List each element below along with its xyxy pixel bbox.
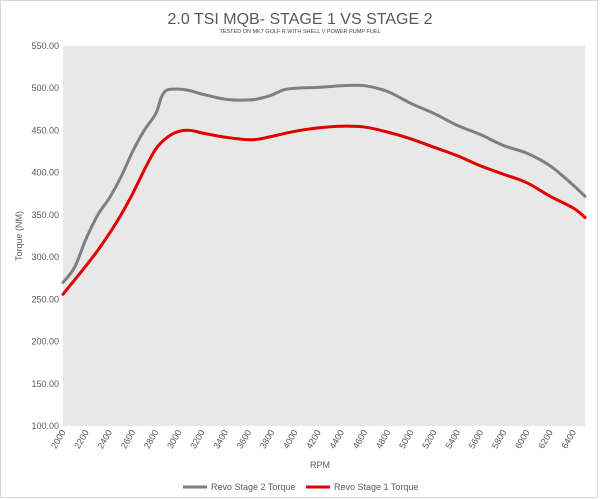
series-lines — [61, 83, 587, 296]
x-tick-label: 6000 — [513, 428, 532, 450]
series-line-stage-2 — [61, 83, 587, 284]
x-tick-label: 2000 — [49, 428, 68, 450]
y-tick-label: 250.00 — [31, 294, 59, 304]
x-tick-label: 3200 — [188, 428, 207, 450]
x-tick-label: 5000 — [397, 428, 416, 450]
legend-label-stage-1: Revo Stage 1 Torque — [334, 482, 418, 492]
y-tick-label: 100.00 — [31, 421, 59, 431]
x-tick-label: 5400 — [443, 428, 462, 450]
x-tick-label: 2200 — [72, 428, 91, 450]
y-tick-label: 450.00 — [31, 125, 59, 135]
x-tick-label: 4400 — [327, 428, 346, 450]
x-tick-label: 2800 — [142, 428, 161, 450]
y-tick-label: 300.00 — [31, 252, 59, 262]
series-line-stage-1 — [61, 124, 587, 296]
y-axis-title: Torque (NM) — [14, 211, 24, 261]
x-tick-label: 3400 — [211, 428, 230, 450]
y-tick-label: 500.00 — [31, 83, 59, 93]
y-tick-label: 550.00 — [31, 41, 59, 51]
legend-label-stage-2: Revo Stage 2 Torque — [211, 482, 295, 492]
y-tick-label: 200.00 — [31, 337, 59, 347]
x-tick-label: 4600 — [351, 428, 370, 450]
y-tick-label: 350.00 — [31, 210, 59, 220]
x-tick-label: 3800 — [258, 428, 277, 450]
x-tick-label: 6200 — [536, 428, 555, 450]
chart-title: 2.0 TSI MQB- STAGE 1 VS STAGE 2 — [168, 11, 433, 28]
x-tick-label: 5800 — [490, 428, 509, 450]
x-axis-ticks: 2000 2200 2400 2600 2800 3000 3200 3400 3600 3800… — [49, 428, 578, 450]
chart-subtitle: TESTED ON MK7 GOLF R WITH SHELL V POWER … — [219, 29, 380, 35]
plot-area — [63, 46, 585, 426]
y-tick-label: 400.00 — [31, 168, 59, 178]
x-tick-label: 4000 — [281, 428, 300, 450]
x-tick-label: 6400 — [559, 428, 578, 450]
x-tick-label: 4800 — [374, 428, 393, 450]
x-tick-label: 5200 — [420, 428, 439, 450]
x-tick-label: 2400 — [95, 428, 114, 450]
x-tick-label: 3600 — [235, 428, 254, 450]
x-tick-label: 4200 — [304, 428, 323, 450]
x-tick-label: 2600 — [119, 428, 138, 450]
legend: Revo Stage 2 Torque Revo Stage 1 Torque — [183, 482, 418, 492]
x-tick-label: 3000 — [165, 428, 184, 450]
x-axis-title: RPM — [310, 460, 330, 470]
x-tick-label: 5600 — [467, 428, 486, 450]
y-axis-ticks: 100.00 150.00 200.00 250.00 300.00 350.00 400.… — [31, 41, 59, 431]
y-tick-label: 150.00 — [31, 379, 59, 389]
